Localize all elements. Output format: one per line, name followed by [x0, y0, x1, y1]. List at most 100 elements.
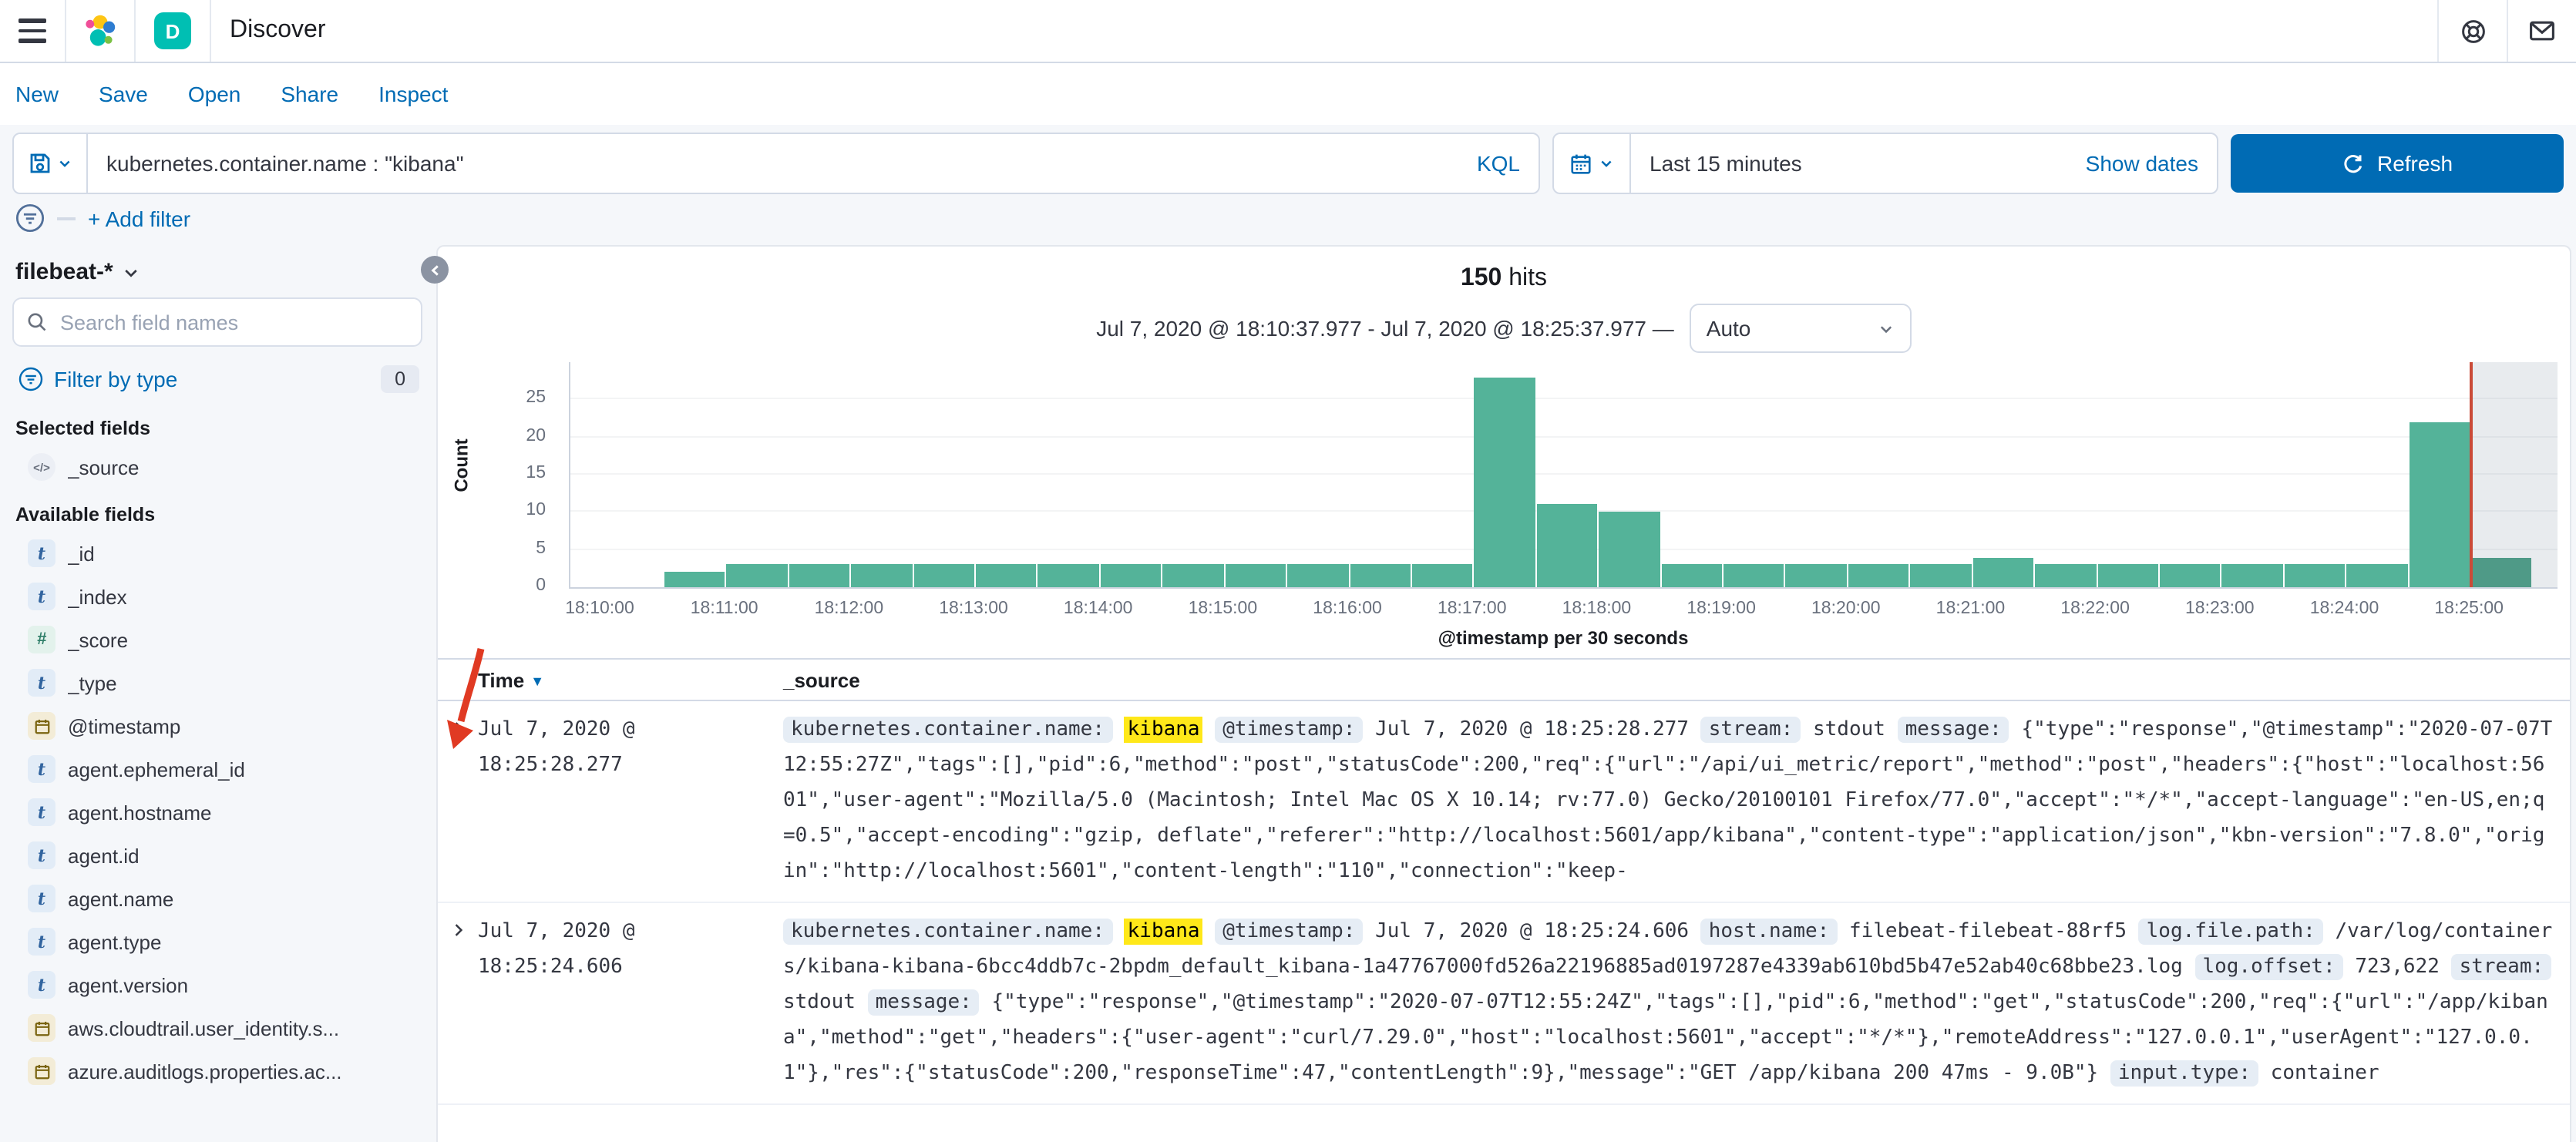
refresh-button[interactable]: Refresh: [2231, 134, 2564, 193]
saved-query-menu-button[interactable]: [14, 134, 88, 193]
field-name: _score: [68, 628, 129, 651]
mail-icon: [2530, 21, 2554, 41]
histogram-bar: [1411, 564, 1473, 587]
histogram-bar: [664, 572, 725, 587]
field-item-agent.hostname[interactable]: t agent.hostname: [12, 791, 422, 834]
field-name-badge: @timestamp:: [1215, 919, 1364, 945]
histogram-bar: [1037, 564, 1099, 587]
filter-bar: + Add filter: [0, 200, 2576, 242]
table-row: Jul 7, 2020 @ 18:25:28.277 kubernetes.con…: [438, 701, 2570, 903]
field-name: aws.cloudtrail.user_identity.s...: [68, 1016, 340, 1040]
query-language-button[interactable]: KQL: [1476, 151, 1520, 176]
help-button[interactable]: [2439, 0, 2507, 62]
field-name-badge: kubernetes.container.name:: [783, 717, 1112, 743]
field-item-@timestamp[interactable]: @timestamp: [12, 704, 422, 747]
filter-by-type-button[interactable]: Filter by type 0: [12, 359, 422, 402]
elastic-logo[interactable]: [66, 14, 134, 48]
histogram-bar: [2035, 564, 2097, 587]
field-item-agent.type[interactable]: t agent.type: [12, 920, 422, 963]
menu-icon[interactable]: [18, 18, 46, 43]
field-item-agent.version[interactable]: t agent.version: [12, 963, 422, 1006]
sort-descending-icon[interactable]: ▼: [530, 673, 545, 688]
calendar-icon: [1571, 153, 1591, 173]
histogram-bar: [1474, 377, 1535, 587]
histogram-chart: Count 0 5 10 15 20 25 18:10:00 18:11:00 18:12:0…: [438, 359, 2570, 649]
histogram-bar: [1599, 512, 1660, 587]
expand-row-button[interactable]: [438, 712, 478, 889]
top-header-bar: D Discover: [0, 0, 2576, 63]
date-picker: Last 15 minutes Show dates: [1552, 133, 2218, 194]
field-name: _index: [68, 585, 127, 608]
x-tick-label: 18:15:00: [1188, 600, 1258, 618]
table-body: Jul 7, 2020 @ 18:25:28.277 kubernetes.con…: [438, 701, 2570, 1105]
available-fields-heading: Available fields: [15, 504, 156, 526]
show-dates-button[interactable]: Show dates: [2085, 151, 2198, 176]
chevron-left-icon: [430, 264, 438, 275]
field-value: stdout: [1813, 718, 1885, 741]
nav-link-share[interactable]: Share: [281, 82, 339, 106]
query-bar: kubernetes.container.name : "kibana" KQL: [12, 133, 1540, 194]
nav-link-inspect[interactable]: Inspect: [378, 82, 449, 106]
nav-link-save[interactable]: Save: [99, 82, 148, 106]
nav-link-open[interactable]: Open: [187, 82, 241, 106]
y-tick-label: 20: [526, 426, 546, 445]
add-filter-button[interactable]: + Add filter: [88, 206, 191, 230]
column-header-source: _source: [783, 668, 860, 691]
field-item-_index[interactable]: t _index: [12, 575, 422, 618]
newsfeed-button[interactable]: [2508, 0, 2576, 62]
histogram-bar: [1287, 564, 1349, 587]
discover-toolbar: New Save Open Share Inspect: [0, 63, 2576, 125]
field-value: 723,622: [2355, 956, 2440, 979]
gridline: [570, 473, 2558, 475]
selected-fields-heading: Selected fields: [15, 418, 151, 439]
x-tick-label: 18:21:00: [1935, 600, 2006, 618]
nav-link-new[interactable]: New: [15, 82, 59, 106]
field-item-_type[interactable]: t _type: [12, 661, 422, 704]
field-item-agent.ephemeral_id[interactable]: t agent.ephemeral_id: [12, 747, 422, 791]
hits-count: 150: [1460, 265, 1502, 291]
chevron-right-icon: [454, 924, 462, 936]
field-item-_id[interactable]: t _id: [12, 532, 422, 575]
histogram-bar: [1848, 564, 1909, 587]
number-field-icon: #: [28, 626, 55, 653]
field-item-agent.id[interactable]: t agent.id: [12, 834, 422, 877]
field-name-badge: kubernetes.container.name:: [783, 919, 1112, 945]
interval-select[interactable]: Auto: [1689, 304, 1912, 353]
query-input[interactable]: kubernetes.container.name : "kibana": [106, 151, 464, 176]
histogram-bar: [2097, 564, 2158, 587]
string-field-icon: t: [28, 885, 55, 912]
field-item-agent.name[interactable]: t agent.name: [12, 877, 422, 920]
time-range-label[interactable]: Last 15 minutes: [1650, 151, 1802, 176]
y-tick-label: 10: [526, 501, 546, 520]
chevron-down-icon: [1880, 325, 1892, 333]
x-tick-label: 18:12:00: [814, 600, 884, 618]
column-header-time[interactable]: Time ▼: [478, 668, 545, 691]
histogram-bar: [789, 564, 850, 587]
field-item-_score[interactable]: # _score: [12, 618, 422, 661]
filter-icon[interactable]: [15, 203, 45, 233]
field-value: {"type":"response","@timestamp":"2020-07…: [783, 991, 2548, 1085]
field-name-badge: input.type:: [2110, 1060, 2259, 1087]
field-item-azure.auditlogs.properties.ac...[interactable]: azure.auditlogs.properties.ac...: [12, 1050, 422, 1093]
x-tick-label: 18:10:00: [565, 600, 634, 618]
y-tick-label: 25: [526, 388, 546, 408]
field-item-aws.cloudtrail.user_identity.s...[interactable]: aws.cloudtrail.user_identity.s...: [12, 1006, 422, 1050]
field-name-badge: log.file.path:: [2138, 919, 2323, 945]
x-tick-label: 18:19:00: [1687, 600, 1756, 618]
expand-row-button[interactable]: [438, 914, 478, 1091]
field-item-_source[interactable]: </> _source: [12, 445, 422, 489]
string-field-icon: t: [28, 583, 55, 610]
hits-label: hits: [1508, 265, 1548, 291]
app-badge[interactable]: D: [154, 12, 191, 49]
collapse-sidebar-button[interactable]: [421, 256, 449, 284]
date-quick-menu-button[interactable]: [1554, 134, 1631, 193]
chevron-down-icon: [1601, 160, 1612, 167]
chevron-down-icon: [126, 269, 138, 277]
documents-table: Time ▼ _source Jul 7, 2020 @ 18:25:28.277…: [438, 658, 2570, 1105]
x-tick-label: 18:14:00: [1063, 600, 1133, 618]
y-tick-label: 5: [536, 539, 546, 558]
index-pattern-switcher[interactable]: filebeat-*: [12, 253, 422, 297]
histogram-bar: [2346, 564, 2408, 587]
histogram-plot-area[interactable]: [569, 362, 2558, 589]
search-field-names-input[interactable]: [57, 309, 409, 335]
